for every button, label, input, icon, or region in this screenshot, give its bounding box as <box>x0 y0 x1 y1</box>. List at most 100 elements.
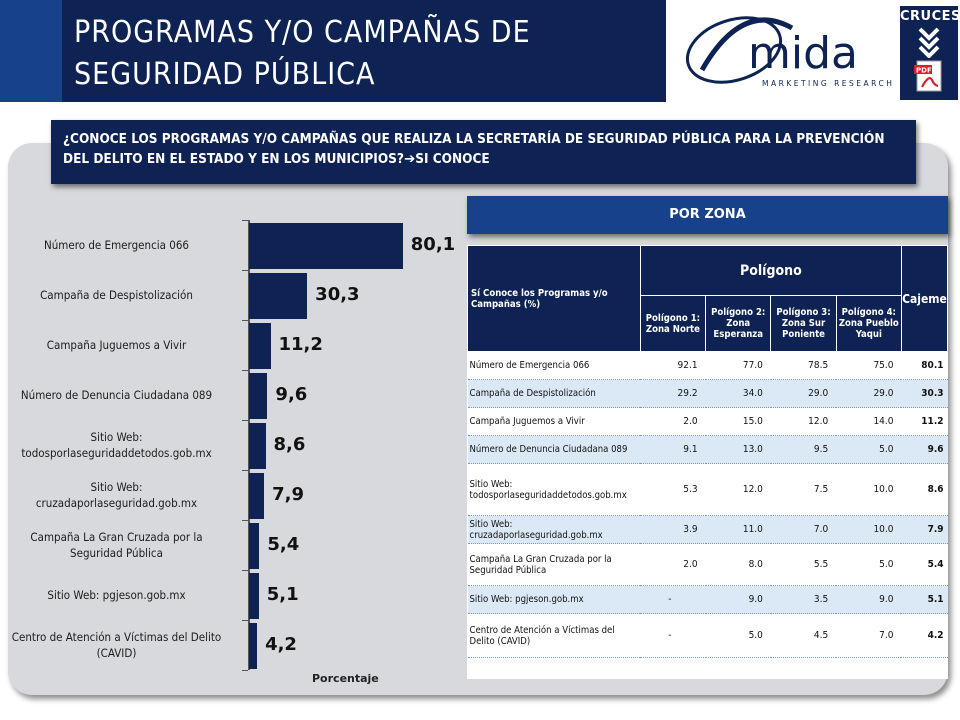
table-cell: 29.0 <box>770 379 837 408</box>
table-row-label: Sitio Web: pgjeson.gob.mx <box>467 585 641 614</box>
table-row: Sitio Web: pgjeson.gob.mx -9.0 3.5 9.0 5.1 <box>467 585 948 614</box>
table-column-header: Polígono 3: Zona Sur Poniente <box>770 295 837 352</box>
chart-category-label-line: Número de Denuncia Ciudadana 089 <box>20 388 213 402</box>
chart-category-label-line: Seguridad Pública <box>70 546 163 560</box>
chart-category-label-line: Campaña Juguemos a Vivir <box>46 338 187 352</box>
chart-tick <box>242 570 248 571</box>
table-cell: 10.0 <box>836 515 902 544</box>
chart-data-label: 80,1 <box>410 234 456 255</box>
table-cell: 9.5 <box>770 435 837 464</box>
table-row: Sitio Web: todosporlaseguridaddetodos.go… <box>467 463 948 516</box>
table-cell: - <box>640 585 706 614</box>
chart-category-label-line: Campaña de Despistolización <box>40 288 193 302</box>
chart-bar <box>249 573 259 619</box>
table-row-label: Campaña La Gran Cruzada por la Seguridad… <box>467 543 641 586</box>
table-total-cell: 11.2 <box>901 407 948 436</box>
table-cell: 7.0 <box>836 613 902 658</box>
table-total-cell: 80.1 <box>901 351 948 380</box>
chart-tick <box>242 620 248 621</box>
table-row: Número de Denuncia Ciudadana 089 9.1 13.0 9… <box>467 435 948 464</box>
chart-data-label: 5,4 <box>267 534 300 555</box>
table-row-label: Sitio Web: todosporlaseguridaddetodos.go… <box>467 463 641 516</box>
table-cell: 78.5 <box>770 351 837 380</box>
table-total-cell: 5.4 <box>901 543 948 586</box>
table-cell: 5.5 <box>770 543 837 586</box>
chart-data-label: 8,6 <box>273 434 306 455</box>
table-cell: 9.0 <box>836 585 902 614</box>
chart-bar <box>249 223 403 269</box>
table-cell: 5.3 <box>640 463 706 516</box>
table-row-label: Campaña de Despistolización <box>467 379 641 408</box>
chart-category-label-line: cruzadaporlaseguridad.gob.mx <box>35 496 198 510</box>
table-cell: - <box>640 613 706 658</box>
chart-category-label: Campaña La Gran Cruzada por la Seguridad … <box>0 529 234 561</box>
chart-category-label: Centro de Atención a Víctimas del Delito… <box>0 629 234 661</box>
chart-data-label: 7,9 <box>272 484 305 505</box>
table-column-header: Polígono 2: Zona Esperanza <box>705 295 772 352</box>
por-zona-header: POR ZONA <box>467 196 948 234</box>
table-total-cell: 9.6 <box>901 435 948 464</box>
table-total-header: Cajeme <box>900 245 949 352</box>
brand-tagline: MARKETING RESEARCH <box>762 79 894 88</box>
chart-bar <box>249 373 268 419</box>
chart-category-label-line: Sitio Web: <box>90 430 143 444</box>
chart-tick <box>242 420 248 421</box>
table-cell: 4.5 <box>770 613 837 658</box>
pdf-icon[interactable]: PDF <box>914 60 944 92</box>
table-row: Campaña de Despistolización 29.2 34.0 29.0 2… <box>467 379 948 408</box>
chart-data-label: 5,1 <box>266 584 299 605</box>
chart-tick <box>242 470 248 471</box>
page-title: PROGRAMAS Y/O CAMPAÑAS DE SEGURIDAD PÚBL… <box>74 15 531 92</box>
table-cell: 9.0 <box>705 585 771 614</box>
cruces-label: CRUCES <box>900 9 960 24</box>
chart-category-label-line: Sitio Web: <box>90 480 143 494</box>
table-cell: 2.0 <box>640 407 706 436</box>
table-total-cell: 5.1 <box>901 585 948 614</box>
chart-tick <box>242 370 248 371</box>
table-cell: 5.0 <box>705 613 771 658</box>
table-total-cell: 4.2 <box>901 613 948 658</box>
table-total-cell: 8.6 <box>901 463 948 516</box>
chart-tick <box>242 520 248 521</box>
table-group-header: Polígono <box>639 245 902 296</box>
header-accent-bar <box>0 0 62 102</box>
chart-bar <box>249 623 258 669</box>
chart-tick <box>242 220 248 221</box>
chevrons-down-icon <box>918 27 940 58</box>
chart-category-label: Sitio Web: pgjeson.gob.mx <box>0 587 234 603</box>
zona-table-container: Sí Conoce los Programas y/o Campañas (%)… <box>467 245 949 679</box>
mida-logo: mida MARKETING RESEARCH <box>685 16 894 88</box>
table-cell: 77.0 <box>705 351 771 380</box>
chart-category-label-line: Sitio Web: pgjeson.gob.mx <box>47 588 186 602</box>
zona-table: Sí Conoce los Programas y/o Campañas (%)… <box>467 245 949 658</box>
table-cell: 75.0 <box>836 351 902 380</box>
table-row: Campaña Juguemos a Vivir 2.0 15.0 12.0 14.0 1… <box>467 407 948 436</box>
table-cell: 15.0 <box>705 407 771 436</box>
cruces-nav-button[interactable]: CRUCES PDF <box>900 6 960 100</box>
table-cell: 12.0 <box>770 407 837 436</box>
table-row: Número de Emergencia 066 92.1 77.0 78.5 75.0… <box>467 351 948 380</box>
table-cell: 5.0 <box>836 435 902 464</box>
table-cell: 13.0 <box>705 435 771 464</box>
table-row: Centro de Atención a Víctimas del Delito… <box>467 613 948 658</box>
chart-category-label-line: Número de Emergencia 066 <box>43 238 190 252</box>
chart-data-label: 4,2 <box>265 634 297 655</box>
table-row-label: Centro de Atención a Víctimas del Delito… <box>467 613 641 658</box>
bar-chart: Número de Emergencia 066 80,1 Campaña de D… <box>8 210 458 690</box>
table-cell: 7.0 <box>770 515 837 544</box>
chart-bar <box>249 423 266 469</box>
chart-category-label-line: Campaña La Gran Cruzada por la <box>30 530 203 544</box>
table-cell: 8.0 <box>705 543 771 586</box>
table-cell: 29.0 <box>836 379 902 408</box>
chart-bar <box>249 473 265 519</box>
table-cell: 3.5 <box>770 585 837 614</box>
table-cell: 9.1 <box>640 435 706 464</box>
chart-bar <box>249 273 308 319</box>
table-cell: 92.1 <box>640 351 706 380</box>
table-cell: 14.0 <box>836 407 902 436</box>
chart-category-label-line: (CAVID) <box>96 646 137 660</box>
table-total-cell: 30.3 <box>901 379 948 408</box>
table-cell: 10.0 <box>836 463 902 516</box>
chart-category-label: Número de Emergencia 066 <box>0 237 234 253</box>
table-row-label: Número de Denuncia Ciudadana 089 <box>467 435 641 464</box>
